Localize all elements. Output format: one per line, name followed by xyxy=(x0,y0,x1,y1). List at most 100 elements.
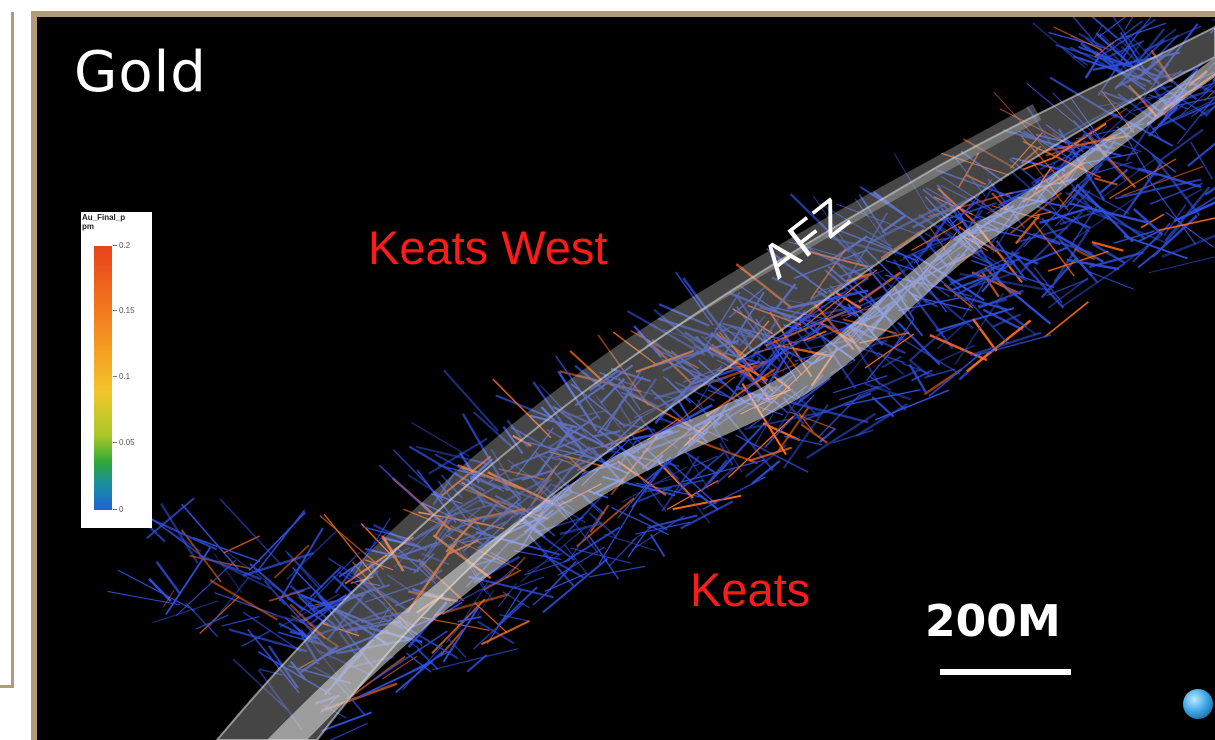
drill-trace xyxy=(228,628,308,653)
drill-trace xyxy=(549,560,577,591)
drill-trace xyxy=(258,668,283,676)
drill-trace xyxy=(911,196,974,229)
drill-trace xyxy=(498,502,514,519)
drill-trace xyxy=(219,498,282,566)
drill-trace xyxy=(610,367,652,383)
drill-trace xyxy=(220,563,272,590)
drill-trace xyxy=(457,464,522,490)
drill-trace xyxy=(1184,188,1203,200)
drill-trace xyxy=(715,467,735,485)
drill-trace xyxy=(787,289,869,310)
drill-trace xyxy=(926,216,949,248)
drill-trace xyxy=(730,325,757,339)
drill-trace xyxy=(954,292,1005,365)
drill-trace xyxy=(1209,26,1215,35)
drill-trace xyxy=(499,478,547,506)
drill-trace xyxy=(226,552,294,602)
drill-trace xyxy=(986,190,1028,215)
drill-trace xyxy=(683,331,734,364)
drill-trace xyxy=(687,455,709,490)
drill-trace xyxy=(574,364,634,407)
drill-trace xyxy=(1016,226,1069,244)
drill-trace xyxy=(298,551,361,614)
drill-trace xyxy=(922,298,972,311)
drill-trace xyxy=(1059,209,1101,226)
drill-trace xyxy=(185,602,219,638)
drill-trace xyxy=(1112,17,1141,56)
drill-trace xyxy=(803,392,872,422)
drill-trace xyxy=(999,108,1067,144)
drill-trace xyxy=(514,576,544,589)
drill-trace xyxy=(502,425,524,455)
drill-trace xyxy=(1179,84,1215,117)
page-title: Gold xyxy=(74,40,207,105)
drill-trace xyxy=(800,423,828,444)
drill-trace xyxy=(854,198,897,257)
drill-trace xyxy=(403,508,468,536)
drill-trace xyxy=(1039,206,1093,224)
drill-trace xyxy=(864,333,915,369)
drill-trace xyxy=(1094,177,1118,186)
afz-fault-surface xyxy=(215,25,1215,740)
drill-trace xyxy=(117,569,196,611)
drill-trace xyxy=(936,344,976,363)
drill-trace xyxy=(445,485,497,516)
drill-trace xyxy=(472,602,525,650)
drill-trace xyxy=(902,237,950,259)
drill-trace xyxy=(788,241,861,263)
drill-trace xyxy=(603,533,656,552)
drill-trace xyxy=(911,220,964,252)
drill-trace xyxy=(832,375,888,394)
drill-trace xyxy=(858,368,921,398)
drill-trace xyxy=(1023,184,1085,248)
drill-trace xyxy=(428,437,488,475)
drill-trace xyxy=(644,479,705,493)
drill-trace xyxy=(195,614,229,630)
drill-trace xyxy=(542,553,584,579)
drill-trace xyxy=(1148,106,1179,137)
drill-trace xyxy=(273,544,310,579)
drill-trace xyxy=(1061,262,1126,308)
drill-trace xyxy=(505,474,531,483)
drill-trace xyxy=(773,283,797,312)
drill-trace xyxy=(334,563,358,594)
drill-trace xyxy=(963,179,993,214)
drill-trace xyxy=(359,660,433,698)
drill-trace xyxy=(981,259,1010,293)
drill-trace xyxy=(363,531,389,555)
drill-trace xyxy=(1022,140,1102,179)
drill-trace xyxy=(1143,25,1202,52)
drill-trace xyxy=(819,202,893,247)
legend-tick: 0.1 xyxy=(113,372,130,382)
drill-trace xyxy=(386,574,424,601)
drill-trace xyxy=(653,308,705,354)
drill-trace xyxy=(1097,46,1132,97)
drill-trace xyxy=(416,498,483,538)
drill-trace xyxy=(682,366,723,383)
drill-trace xyxy=(248,511,306,571)
drill-trace xyxy=(764,313,833,344)
drill-trace xyxy=(677,399,692,423)
drill-trace xyxy=(853,281,887,305)
drill-trace xyxy=(476,589,494,617)
drill-trace xyxy=(694,364,723,410)
drill-trace xyxy=(838,385,879,401)
drill-trace xyxy=(167,529,202,552)
label-keats: Keats xyxy=(690,563,811,616)
drill-trace xyxy=(680,500,734,530)
drill-trace xyxy=(221,615,260,627)
drill-trace xyxy=(708,346,769,382)
drill-trace xyxy=(789,400,869,424)
drill-trace xyxy=(1164,99,1215,124)
drill-trace xyxy=(332,575,381,620)
drill-trace xyxy=(649,533,666,558)
drill-trace xyxy=(1039,144,1091,170)
drill-trace xyxy=(148,577,172,602)
drill-trace xyxy=(338,630,357,655)
drill-trace xyxy=(208,576,250,628)
drill-trace xyxy=(416,469,457,524)
drill-trace xyxy=(804,249,869,268)
drill-trace xyxy=(1203,80,1215,92)
drill-trace xyxy=(928,352,983,397)
drill-trace xyxy=(554,407,605,445)
